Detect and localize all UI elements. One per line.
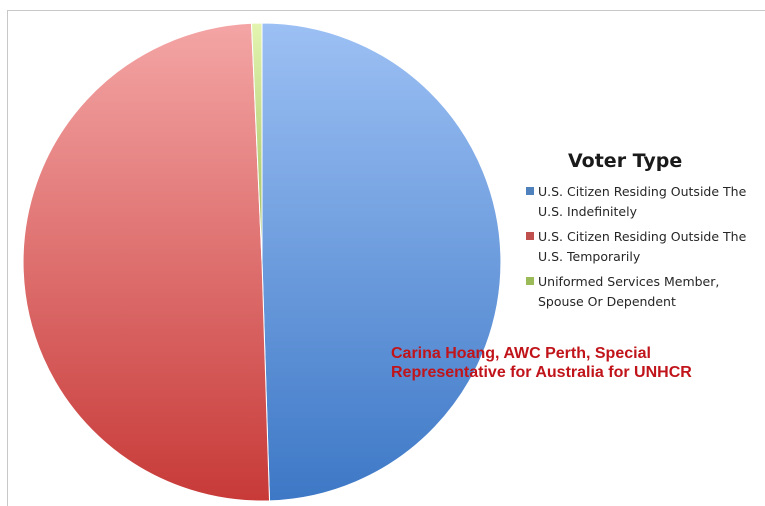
legend-label-indefinitely: U.S. Citizen Residing Outside The U.S. I… <box>538 184 747 219</box>
legend-swatch-temporarily <box>526 232 534 240</box>
legend: Voter Type U.S. Citizen Residing Outside… <box>522 150 765 317</box>
credit-line-2: Representative for Australia for UNHCR <box>391 364 692 381</box>
legend-label-uniformed: Uniformed Services Member, Spouse Or Dep… <box>538 274 720 309</box>
legend-swatch-uniformed <box>526 277 534 285</box>
legend-label-temporarily: U.S. Citizen Residing Outside The U.S. T… <box>538 229 747 264</box>
legend-title: Voter Type <box>568 150 683 172</box>
pie-slice-uniformed <box>250 22 263 263</box>
legend-item-uniformed: Uniformed Services Member, Spouse Or Dep… <box>522 272 765 312</box>
pie-slice-temporarily <box>22 22 271 502</box>
pie-slice-indefinitely <box>261 22 502 502</box>
legend-item-indefinitely: U.S. Citizen Residing Outside The U.S. I… <box>522 182 765 222</box>
legend-swatch-indefinitely <box>526 187 534 195</box>
credit-caption: Carina Hoang, AWC Perth, Special Represe… <box>391 344 692 382</box>
chart-frame <box>7 10 765 506</box>
credit-line-1: Carina Hoang, AWC Perth, Special <box>391 345 651 362</box>
legend-item-temporarily: U.S. Citizen Residing Outside The U.S. T… <box>522 227 765 267</box>
